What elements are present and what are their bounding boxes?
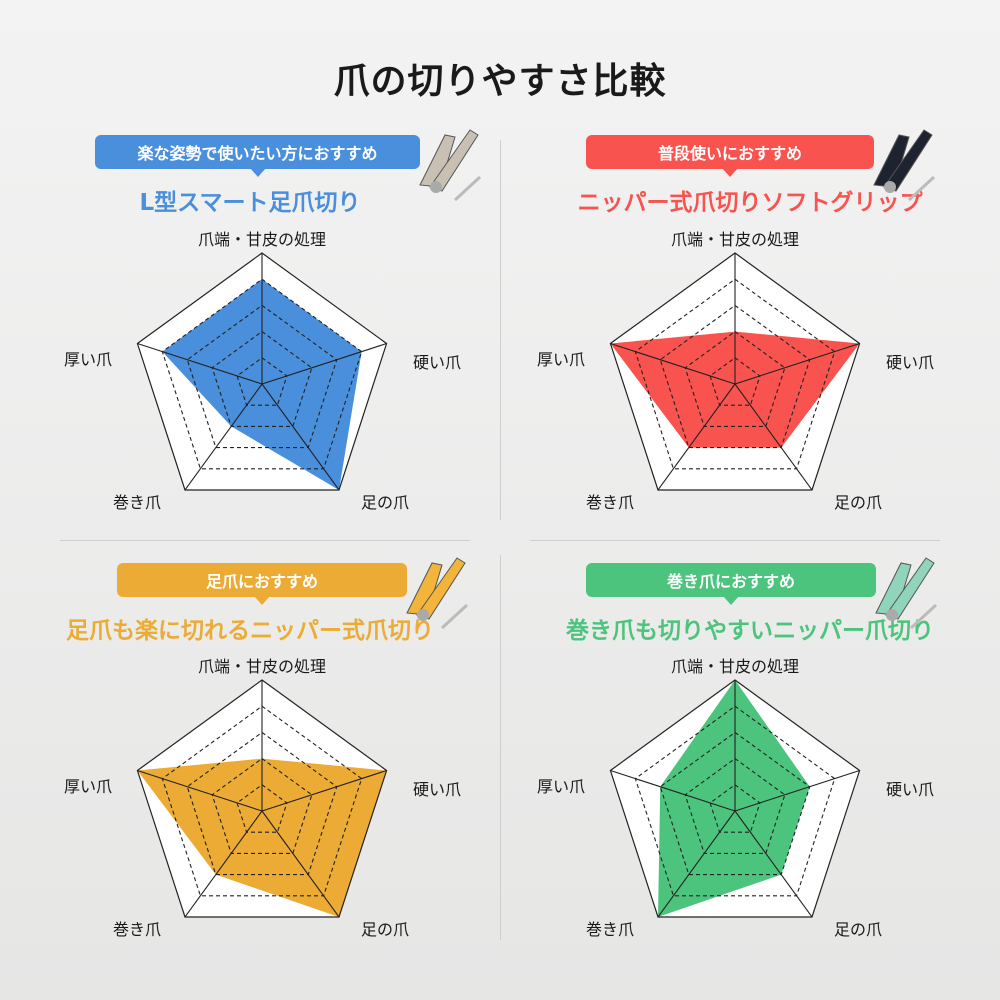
foot-nipper-clipper-image [406, 557, 469, 630]
axis-spoke [261, 769, 387, 812]
grid-ring-2 [211, 757, 313, 854]
grid-ring-4 [161, 278, 363, 470]
badge-text: 楽な姿勢で使いたい方におすすめ [137, 144, 378, 163]
data-polygon [658, 680, 810, 917]
grid-ring-2 [684, 330, 786, 427]
axis-label: 足の爪 [360, 920, 410, 939]
grid-ring-4 [634, 705, 836, 897]
axis-label: 硬い爪 [885, 780, 935, 799]
axis-label: 足の爪 [833, 920, 883, 939]
radar-outline [609, 679, 861, 918]
product-title: ニッパー式爪切りソフトグリップ [577, 190, 923, 216]
axis-label: 巻き爪 [112, 493, 162, 512]
ingrown-nipper-clipper-image [875, 557, 938, 630]
product-title: L型スマート足爪切り [139, 190, 361, 216]
axis-label: 硬い爪 [412, 780, 462, 799]
grid-ring-2 [211, 330, 313, 427]
data-polygon [137, 758, 387, 917]
axis-spoke [261, 383, 340, 491]
divider-horizontal-left [60, 540, 470, 541]
axis-label: 巻き爪 [585, 493, 635, 512]
axis-spoke [657, 383, 736, 491]
radar-outline [609, 252, 861, 491]
axis-label: 巻き爪 [585, 920, 635, 939]
axis-label: 巻き爪 [112, 920, 162, 939]
axis-label: 足の爪 [360, 493, 410, 512]
axis-spoke [734, 342, 860, 385]
axis-spoke [261, 810, 340, 918]
axis-label: 爪端・甘皮の処理 [670, 230, 800, 249]
recommendation-badge: 楽な姿勢で使いたい方におすすめ [95, 135, 420, 177]
axis-spoke [734, 810, 813, 918]
axis-spoke [137, 342, 263, 385]
product-title: 巻き爪も切りやすいニッパー爪切り [566, 618, 934, 644]
grid-ring-1 [709, 784, 761, 833]
divider-vertical-top [500, 140, 501, 520]
axis-label: 硬い爪 [885, 353, 935, 372]
nipper-clipper-soft-grip-image [873, 129, 936, 202]
badge-text: 普段使いにおすすめ [657, 144, 802, 163]
divider-horizontal-right [530, 540, 940, 541]
axis-spoke [261, 342, 387, 385]
grid-ring-4 [634, 278, 836, 470]
grid-ring-1 [236, 784, 288, 833]
data-polygon [610, 331, 860, 448]
axis-spoke [610, 342, 736, 385]
axis-spoke [137, 769, 263, 812]
axis-label: 爪端・甘皮の処理 [670, 657, 800, 676]
l-type-nail-clipper-image [419, 129, 482, 202]
axis-label: 爪端・甘皮の処理 [197, 230, 327, 249]
axis-spoke [734, 769, 860, 812]
axis-spoke [184, 810, 263, 918]
page-title: 爪の切りやすさ比較 [333, 61, 667, 102]
badge-text: 巻き爪におすすめ [666, 572, 795, 591]
recommendation-badge: 巻き爪におすすめ [586, 563, 876, 605]
recommendation-badge: 足爪におすすめ [117, 563, 407, 605]
grid-ring-2 [684, 757, 786, 854]
axis-spoke [734, 383, 813, 491]
badge-text: 足爪におすすめ [205, 572, 318, 591]
recommendation-badge: 普段使いにおすすめ [586, 135, 874, 177]
axis-label: 厚い爪 [63, 350, 113, 369]
radar-outline [136, 252, 388, 491]
divider-vertical-bottom [500, 555, 501, 940]
axis-label: 硬い爪 [412, 353, 462, 372]
axis-label: 厚い爪 [63, 777, 113, 796]
grid-ring-1 [709, 357, 761, 406]
axis-label: 爪端・甘皮の処理 [197, 657, 327, 676]
axis-label: 足の爪 [833, 493, 883, 512]
axis-spoke [184, 383, 263, 491]
grid-ring-4 [161, 705, 363, 897]
product-title: 足爪も楽に切れるニッパー式爪切り [66, 618, 434, 644]
axis-spoke [657, 810, 736, 918]
grid-ring-1 [236, 357, 288, 406]
axis-label: 厚い爪 [536, 777, 586, 796]
axis-label: 厚い爪 [536, 350, 586, 369]
axis-spoke [610, 769, 736, 812]
radar-outline [136, 679, 388, 918]
